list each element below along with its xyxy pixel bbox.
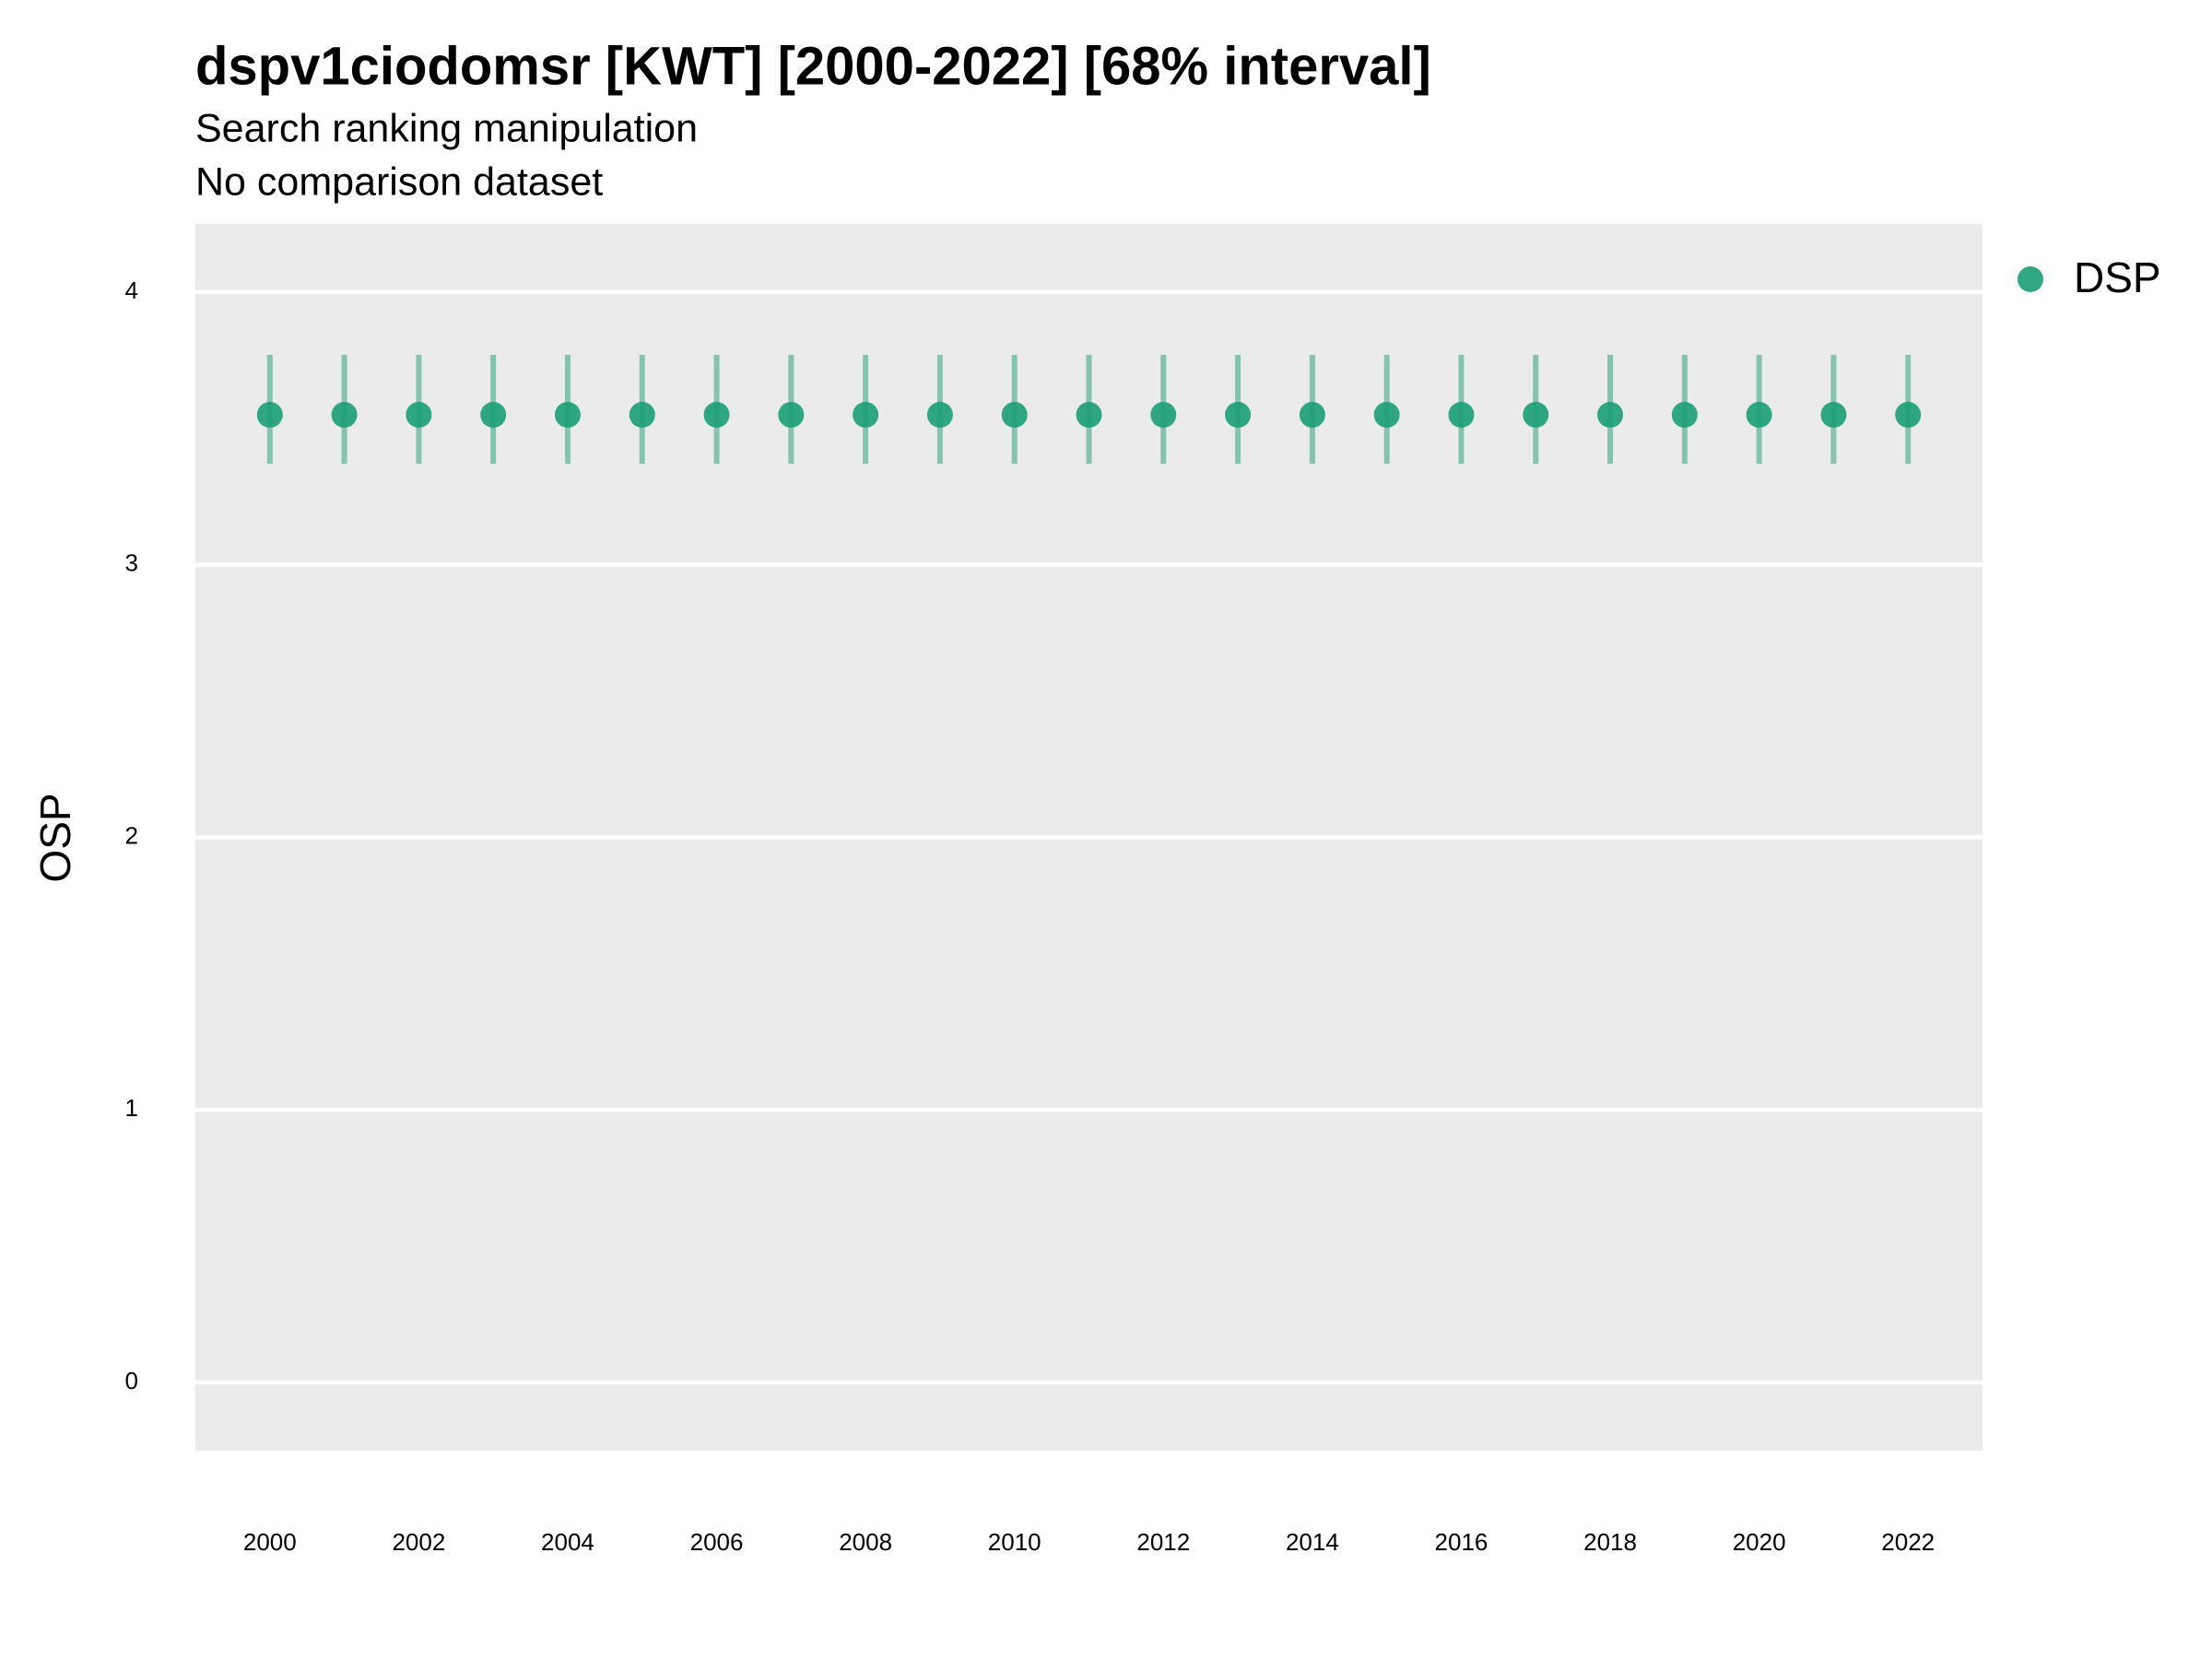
point	[629, 402, 655, 429]
x-tick-label: 2012	[1136, 1528, 1190, 1556]
y-tick-label: 0	[125, 1367, 138, 1394]
point	[1671, 402, 1698, 429]
point	[1597, 402, 1624, 429]
y-tick-label: 1	[125, 1094, 138, 1122]
legend-marker	[2018, 266, 2043, 292]
x-tick-label: 2000	[243, 1528, 297, 1556]
point	[1523, 402, 1549, 429]
point	[256, 402, 283, 429]
point	[406, 402, 432, 429]
y-axis-title: OSP	[31, 793, 79, 882]
point	[331, 402, 358, 429]
point	[1299, 402, 1325, 429]
x-tick-label: 2004	[541, 1528, 594, 1556]
x-tick-label: 2002	[392, 1528, 445, 1556]
x-tick-label: 2010	[988, 1528, 1041, 1556]
point	[1820, 402, 1847, 429]
point	[1448, 402, 1475, 429]
point	[926, 402, 953, 429]
x-tick-label: 2022	[1881, 1528, 1935, 1556]
x-tick-label: 2016	[1435, 1528, 1488, 1556]
chart-subtitle: Search ranking manipulation	[195, 106, 698, 150]
point	[480, 402, 507, 429]
point	[554, 402, 581, 429]
chart-subtitle: No comparison dataset	[195, 159, 603, 204]
point	[1001, 402, 1028, 429]
x-tick-label: 2008	[839, 1528, 892, 1556]
point	[778, 402, 805, 429]
point	[1225, 402, 1252, 429]
point	[703, 402, 730, 429]
y-tick-label: 3	[125, 549, 138, 577]
y-tick-label: 4	[125, 276, 138, 304]
point	[1150, 402, 1177, 429]
legend-label: DSP	[2074, 253, 2161, 301]
chart-title: dspv1ciodomsr [KWT] [2000-2022] [68% int…	[195, 36, 1431, 96]
point	[1373, 402, 1400, 429]
x-tick-label: 2006	[690, 1528, 744, 1556]
point	[1895, 402, 1922, 429]
point	[1076, 402, 1102, 429]
point	[1746, 402, 1772, 429]
x-tick-label: 2018	[1583, 1528, 1637, 1556]
x-tick-label: 2014	[1286, 1528, 1339, 1556]
y-tick-label: 2	[125, 821, 138, 849]
point	[853, 402, 879, 429]
x-tick-label: 2020	[1733, 1528, 1786, 1556]
